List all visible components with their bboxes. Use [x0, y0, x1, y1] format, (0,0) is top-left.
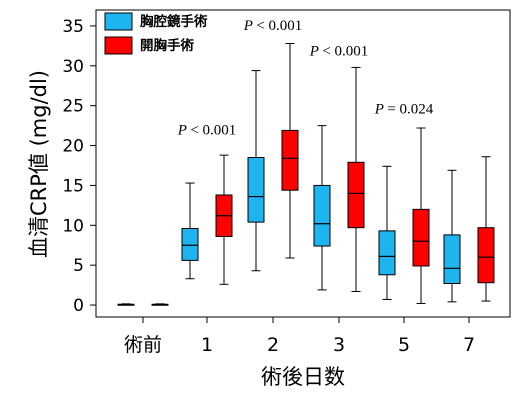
p-value-label: P = 0.024 [374, 102, 434, 118]
y-tick-label: 20 [62, 137, 84, 157]
y-tick-label: 30 [62, 57, 84, 77]
x-axis-title: 術後日数 [261, 365, 345, 389]
box-open-2 [281, 42, 299, 259]
y-tick-label: 5 [73, 256, 84, 276]
p-value: < 0.001 [190, 122, 236, 138]
box-iqr [477, 227, 495, 284]
box-open-3 [347, 66, 365, 292]
p-symbol: P [177, 122, 191, 138]
legend: 胸腔鏡手術 開胸手術 [104, 12, 208, 55]
box-iqr [247, 157, 265, 223]
box-thoracoscopic-5 [443, 169, 461, 303]
box-iqr [378, 230, 396, 276]
legend-label-thoracoscopic: 胸腔鏡手術 [140, 13, 208, 30]
y-tick-label: 35 [62, 17, 84, 37]
p-value-label: P < 0.001 [309, 43, 369, 59]
p-value: < 0.001 [322, 43, 368, 59]
box-thoracoscopic-3 [313, 125, 331, 291]
y-tick-label: 0 [73, 296, 84, 316]
box-open-4 [412, 127, 430, 304]
p-value-label: P < 0.001 [243, 18, 303, 34]
p-value-label: P < 0.001 [177, 122, 237, 138]
x-tick-label: 術前 [124, 334, 162, 356]
x-tick-label: 7 [463, 334, 475, 356]
p-symbol: P [309, 43, 323, 59]
box-iqr [281, 129, 299, 191]
box-thoracoscopic-2 [247, 70, 265, 272]
box-open-0 [151, 303, 169, 306]
legend-label-open: 開胸手術 [140, 37, 194, 54]
p-symbol: P [374, 102, 388, 118]
x-tick-label: 3 [333, 334, 345, 356]
y-tick-label: 15 [62, 176, 84, 196]
legend-swatch-thoracoscopic [104, 12, 133, 31]
box-open-1 [215, 154, 233, 285]
p-value: < 0.001 [256, 18, 302, 34]
box-iqr [412, 208, 430, 267]
y-tick-label: 10 [62, 216, 84, 236]
box-iqr [443, 234, 461, 285]
x-tick-label: 1 [201, 334, 213, 356]
x-tick-label: 2 [267, 334, 279, 356]
plot-frame [95, 9, 511, 318]
y-tick-label: 25 [62, 97, 84, 117]
box-iqr [181, 227, 199, 261]
box-iqr [347, 161, 365, 229]
p-value: = 0.024 [387, 102, 433, 118]
box-open-5 [477, 156, 495, 302]
box-thoracoscopic-1 [181, 182, 199, 280]
y-axis-title: 血清CRP値 (mg/dl) [27, 70, 51, 258]
y-axis: 0 5 10 15 20 25 30 35 [62, 17, 96, 316]
x-axis: 術前 1 2 3 5 7 [124, 317, 475, 356]
box-iqr [313, 184, 331, 247]
box-series [117, 42, 495, 306]
x-tick-label: 5 [398, 334, 410, 356]
p-symbol: P [243, 18, 257, 34]
box-thoracoscopic-0 [117, 303, 135, 306]
box-thoracoscopic-4 [378, 165, 396, 300]
legend-swatch-open [104, 36, 133, 55]
